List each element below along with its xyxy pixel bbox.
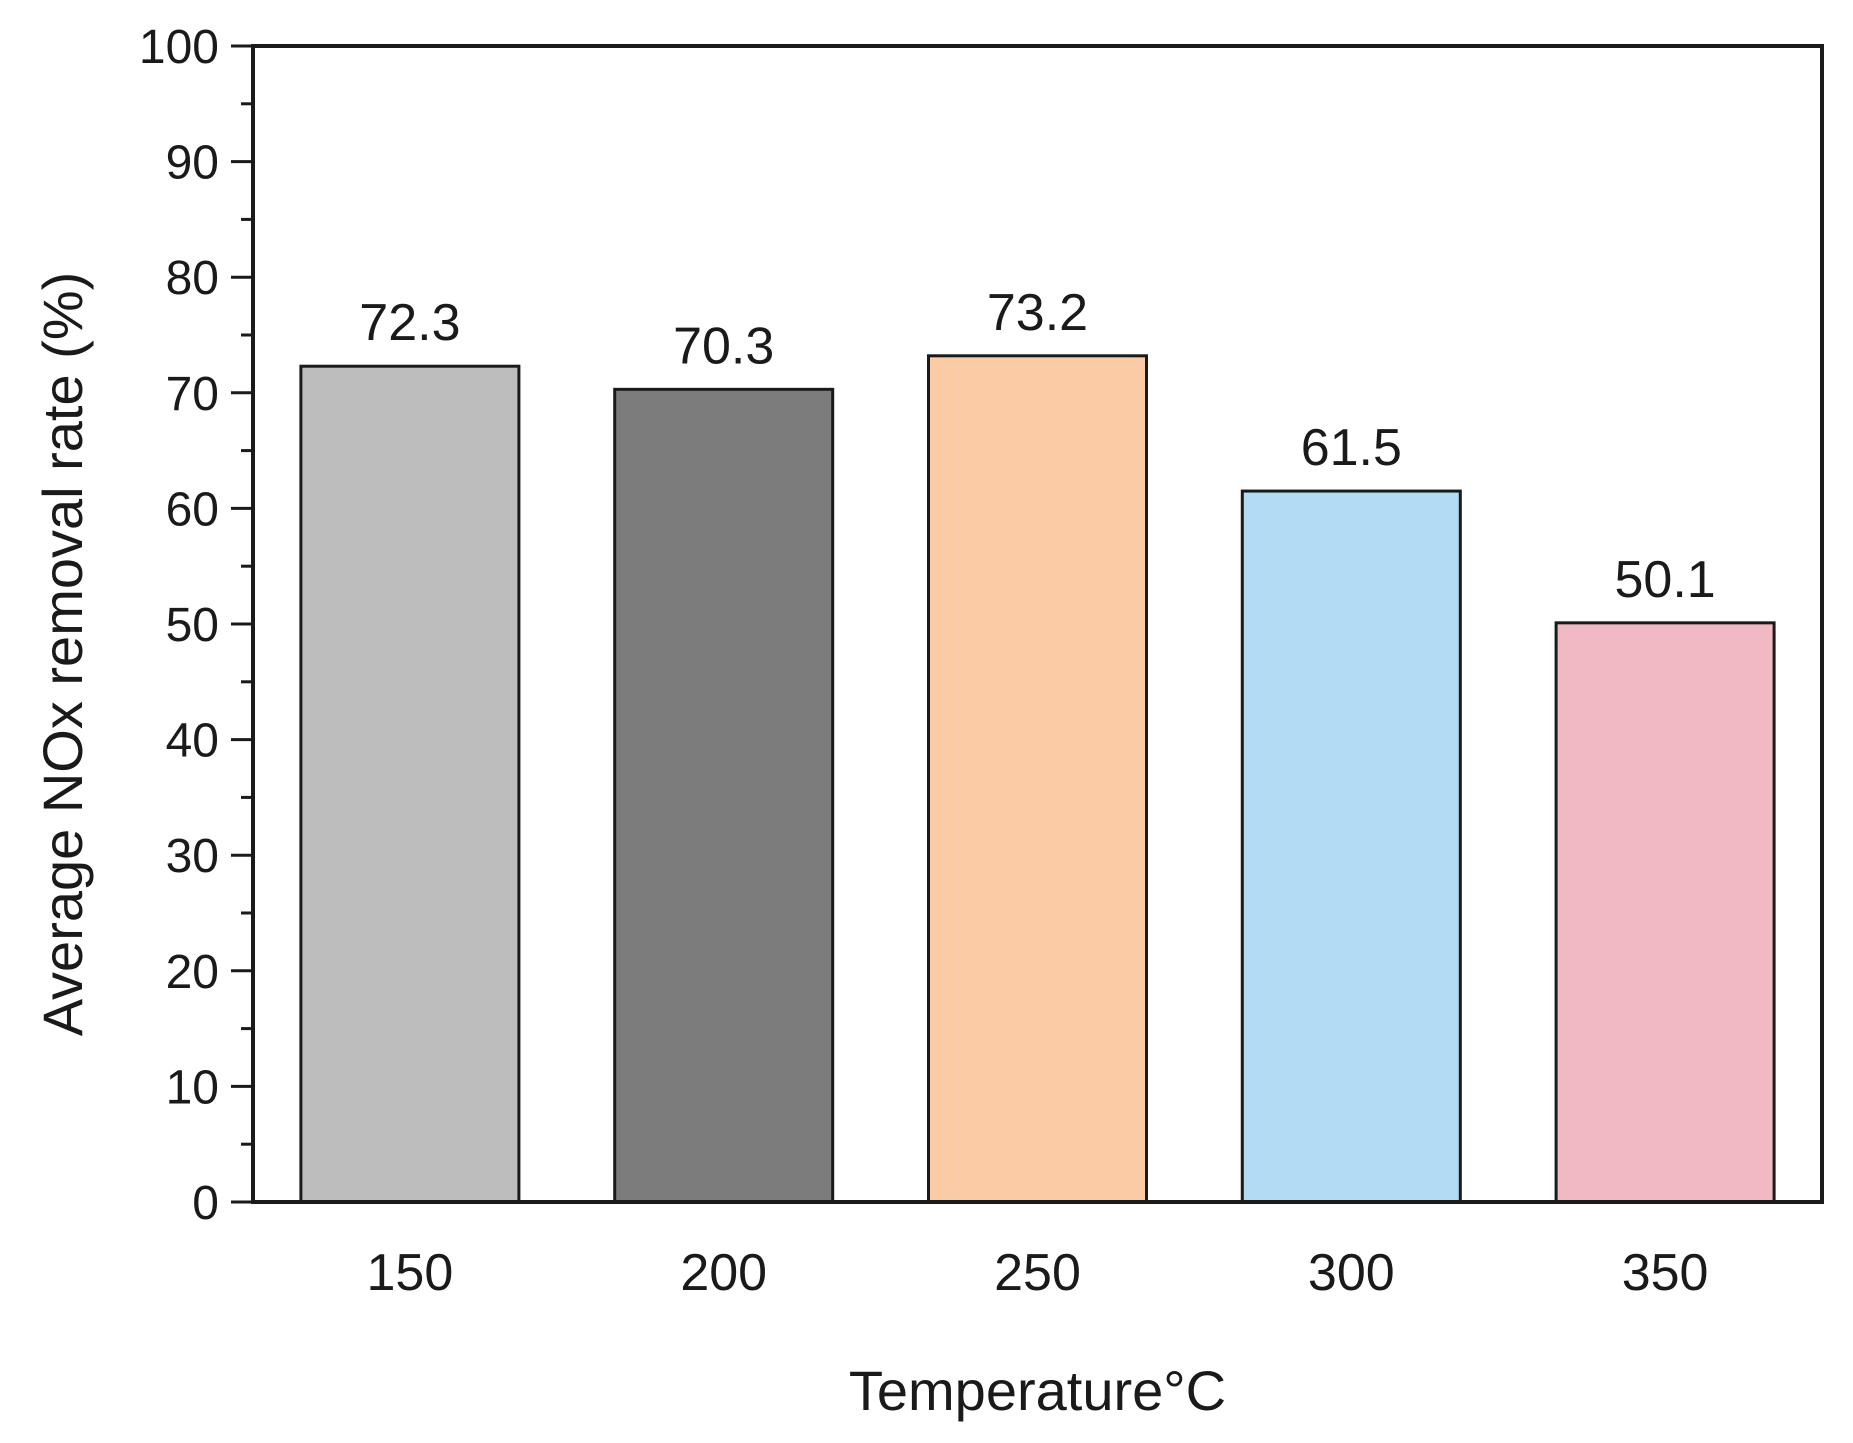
x-axis: 150 200 250 300 350 xyxy=(367,1244,1709,1302)
data-label-150: 72.3 xyxy=(359,294,460,352)
bar-350 xyxy=(1554,621,1776,1204)
bars-layer xyxy=(299,354,1776,1204)
y-tick-label-30: 30 xyxy=(166,830,219,883)
y-axis-title: Average NOx removal rate (%) xyxy=(31,272,94,1037)
data-label-200: 70.3 xyxy=(673,317,774,375)
x-tick-label-250: 250 xyxy=(994,1244,1081,1302)
y-tick-label-100: 100 xyxy=(139,21,219,74)
data-label-350: 50.1 xyxy=(1614,551,1715,609)
data-label-250: 73.2 xyxy=(987,284,1088,342)
y-tick-label-60: 60 xyxy=(166,483,219,536)
y-tick-label-40: 40 xyxy=(166,715,219,768)
y-tick-label-80: 80 xyxy=(166,252,219,305)
bar-200 xyxy=(613,387,835,1204)
y-tick-label-90: 90 xyxy=(166,137,219,190)
bar-150 xyxy=(299,364,521,1204)
y-tick-label-10: 10 xyxy=(166,1061,219,1114)
y-tick-label-20: 20 xyxy=(166,946,219,999)
x-axis-title: Temperature°C xyxy=(849,1359,1226,1422)
x-tick-label-300: 300 xyxy=(1308,1244,1395,1302)
x-tick-label-200: 200 xyxy=(680,1244,767,1302)
y-tick-label-0: 0 xyxy=(192,1177,219,1230)
y-tick-label-50: 50 xyxy=(166,599,219,652)
y-tick-label-70: 70 xyxy=(166,368,219,421)
bar-300 xyxy=(1240,489,1462,1204)
data-label-300: 61.5 xyxy=(1301,419,1402,477)
x-tick-label-350: 350 xyxy=(1622,1244,1709,1302)
bar-250 xyxy=(927,354,1148,1204)
y-axis: 0 10 20 30 40 50 60 70 80 90 100 xyxy=(139,21,253,1230)
x-tick-label-150: 150 xyxy=(367,1244,454,1302)
data-labels: 72.3 70.3 73.2 61.5 50.1 xyxy=(359,284,1715,609)
